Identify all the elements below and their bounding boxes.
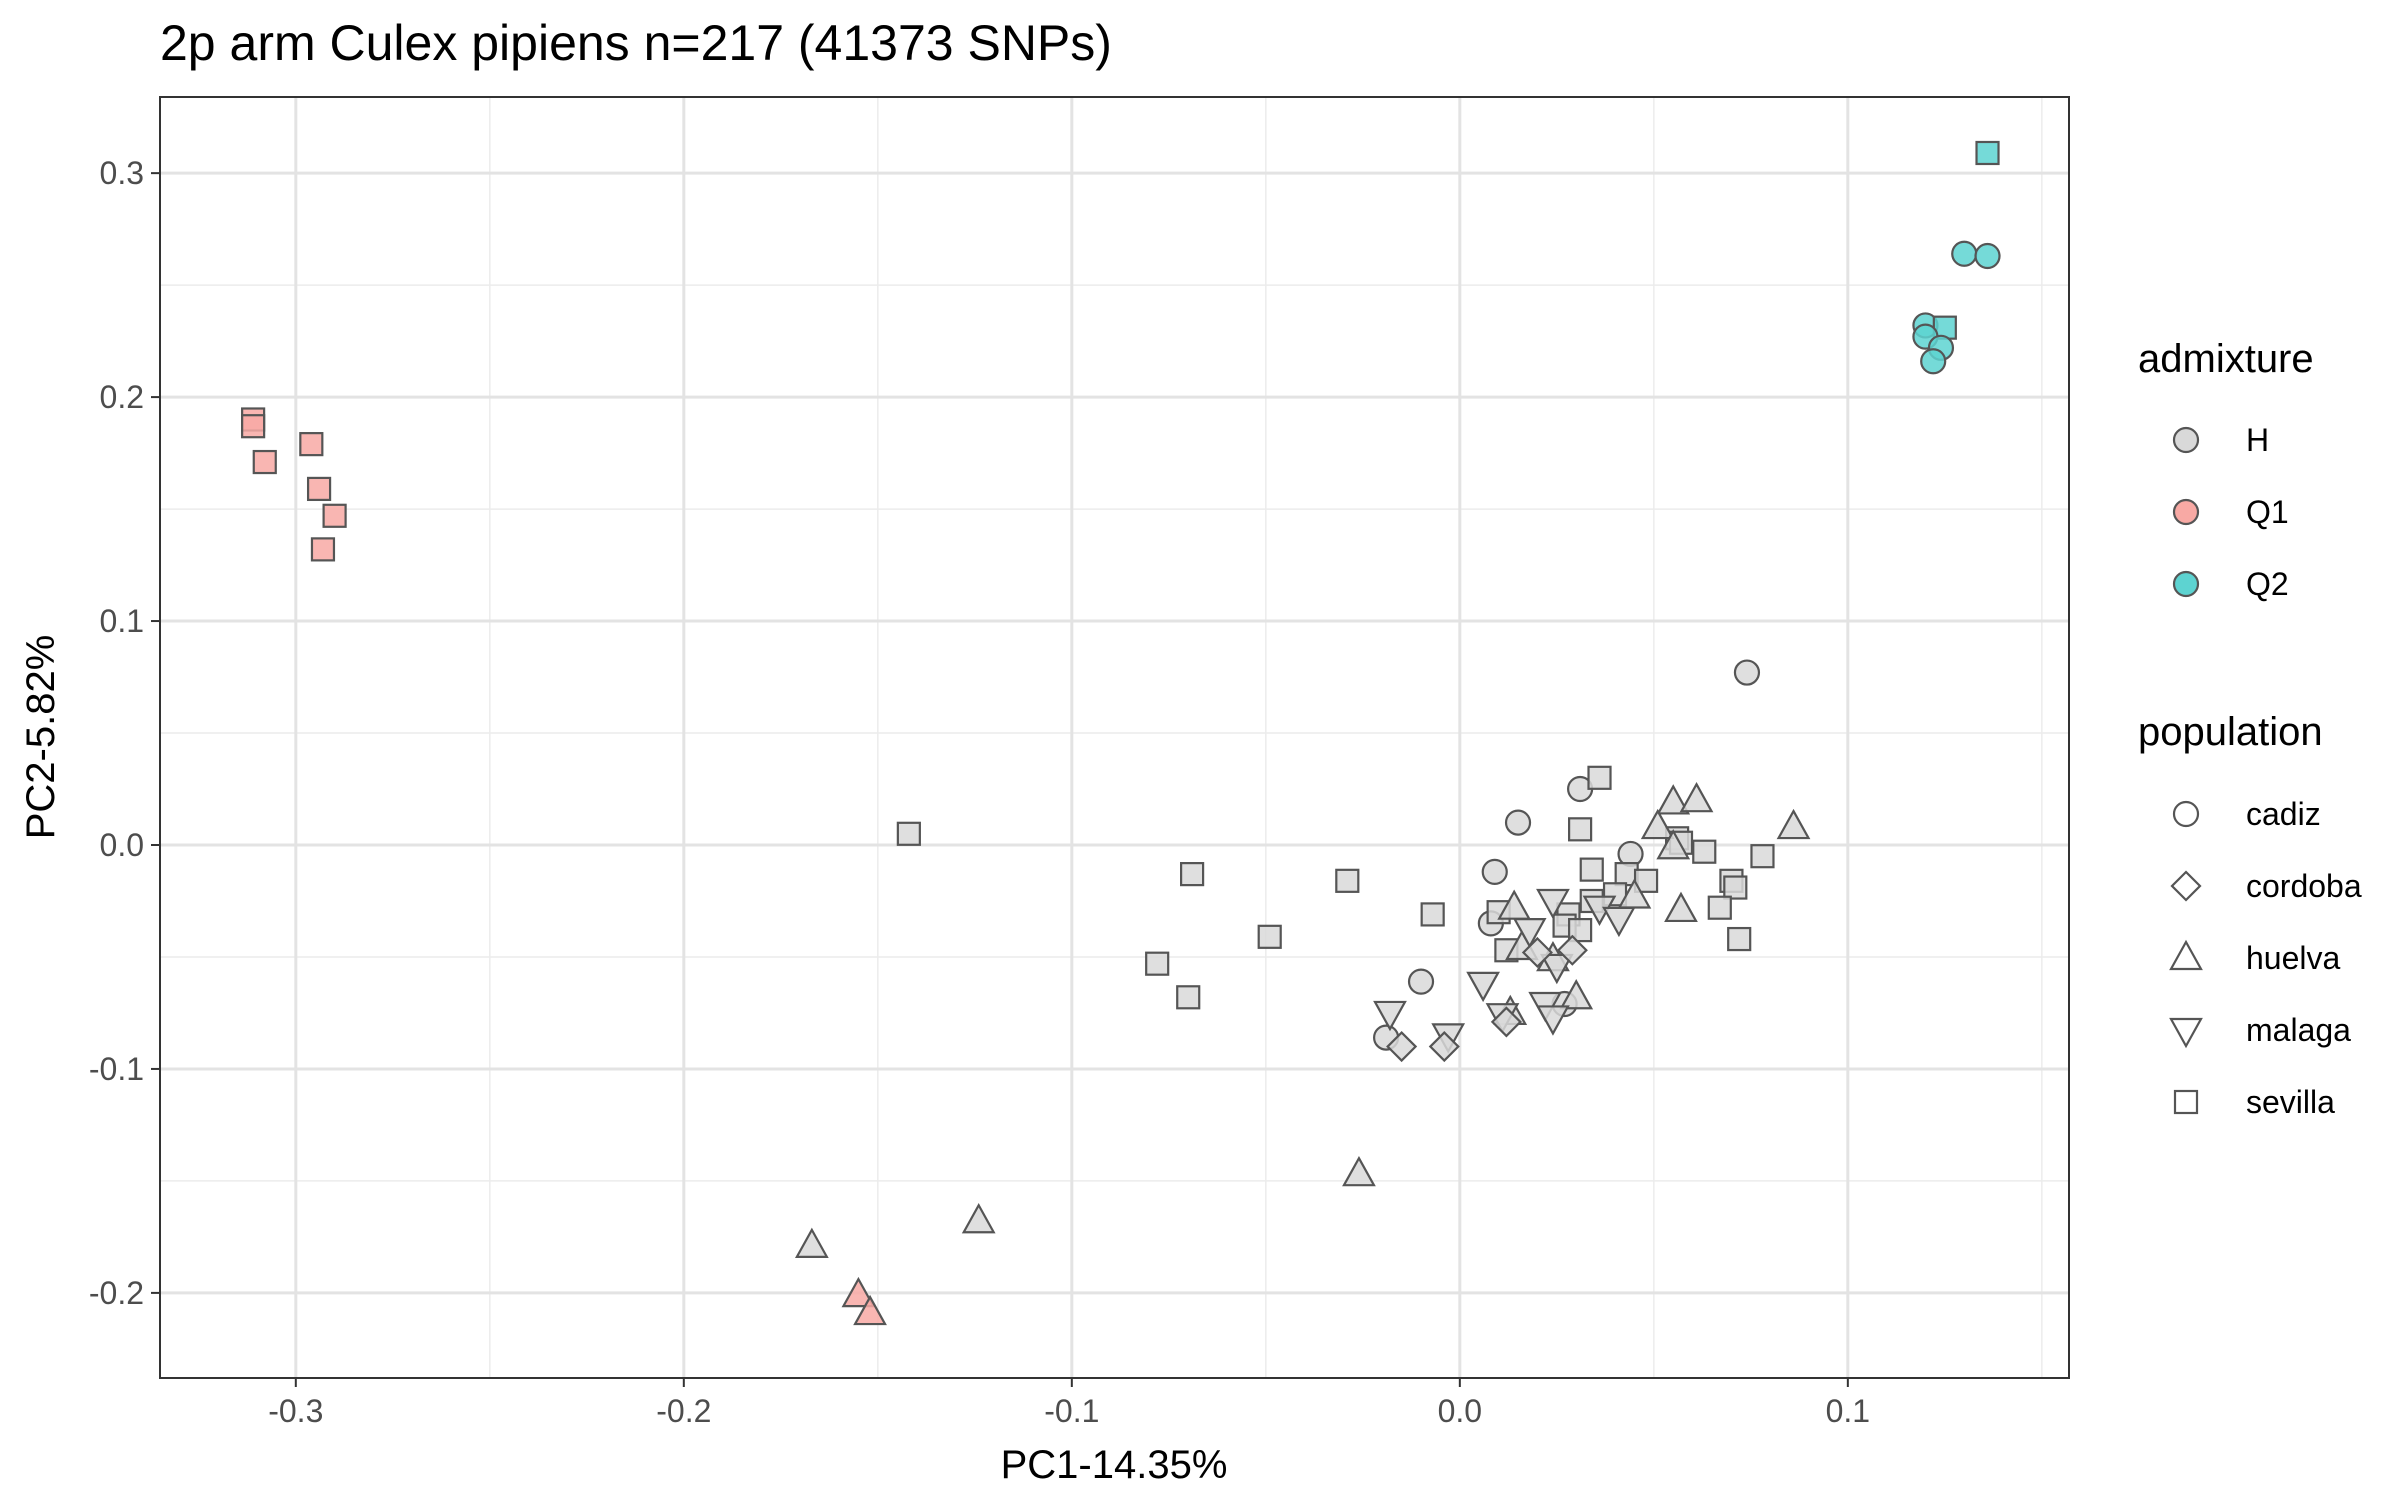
data-point-sevilla-q1 [306,476,332,502]
chart-title: 2p arm Culex pipiens n=217 (41373 SNPs) [160,15,1112,71]
data-point-huelva-h [1664,891,1698,923]
x-axis-ticks: -0.3 -0.2 -0.1 0.0 0.1 [268,1378,1870,1429]
data-point-malaga-h [1512,917,1547,949]
grid-major [160,97,2069,1378]
legend-population-label: malaga [2246,1012,2351,1048]
data-point-huelva-h [1640,808,1675,840]
plot-border [159,96,2070,1379]
y-axis-ticks: -0.2 -0.1 0.0 0.1 0.2 0.3 [89,155,160,1311]
data-point-sevilla-q1 [252,449,277,475]
data-point-sevilla-h [1587,765,1612,790]
data-point-cordoba-h [1556,934,1588,966]
y-tick-label: -0.1 [89,1051,144,1087]
data-point-sevilla-h [1335,868,1360,893]
legend-admixture-title: admixture [2138,337,2314,381]
data-point-huelva-h [794,1227,829,1258]
y-tick-label: -0.2 [89,1275,144,1311]
data-point-sevilla-h [1707,895,1732,920]
data-point-cordoba-h [1490,1006,1522,1038]
data-point-sevilla-q1 [322,503,347,528]
legend-population-label: cordoba [2246,868,2362,904]
legend-admixture-label: H [2246,422,2269,458]
legend-admixture-label: Q1 [2246,494,2289,530]
y-tick-label: 0.3 [100,155,144,191]
legend-population-key-malaga [2169,1017,2203,1049]
data-point-huelva-q1 [853,1294,887,1326]
y-tick-label: 0.1 [100,603,144,639]
data-point-cadiz-h [1733,659,1761,686]
data-point-sevilla-h [1568,917,1593,943]
data-point-cadiz-h [1481,858,1508,885]
legend-population-key-sevilla [2173,1089,2199,1115]
data-point-sevilla-h [1692,839,1717,864]
legend-population-key-cadiz [2172,800,2200,828]
legend-population-title: population [2138,710,2323,754]
data-point-cordoba-h [1386,1030,1418,1063]
legend-admixture: admixture H Q1 Q2 [2138,337,2314,602]
legend-population: population cadiz cordoba huelva malaga sevil… [2138,710,2362,1120]
data-point-sevilla-h [1420,902,1445,927]
data-point-sevilla-h [1750,844,1775,869]
plot-background [160,97,2069,1378]
data-points [241,140,2001,1326]
data-point-huelva-h [1559,979,1594,1010]
data-point-sevilla-h [1727,926,1752,952]
data-point-cadiz-h [1504,809,1532,836]
data-point-cordoba-h [1521,936,1553,969]
legend-admixture-key-q1 [2172,498,2200,526]
data-point-huelva-h [1342,1155,1376,1187]
data-point-malaga-h [1466,971,1500,1003]
data-point-sevilla-q1 [299,432,324,457]
data-point-cadiz-q2 [1951,240,1978,267]
data-point-sevilla-q1 [241,414,266,439]
legend-population-key-huelva [2169,939,2203,971]
data-point-sevilla-h [1723,875,1748,900]
data-point-malaga-h [1536,888,1570,920]
data-point-sevilla-h [1145,951,1170,976]
y-tick-label: 0.0 [100,827,144,863]
data-point-malaga-h [1602,906,1636,938]
data-point-sevilla-h [1579,857,1604,882]
data-point-sevilla-q2 [1975,140,2000,166]
y-tick-label: 0.2 [100,379,144,415]
data-point-huelva-q1 [841,1276,876,1308]
legend-admixture-key-q2 [2172,570,2200,598]
x-tick-label: -0.3 [268,1393,323,1429]
data-point-sevilla-h [1568,817,1593,842]
x-tick-label: 0.1 [1826,1393,1870,1429]
x-axis-title: PC1-14.35% [1001,1443,1228,1487]
x-tick-label: -0.2 [656,1393,711,1429]
data-point-huelva-h [1656,828,1691,860]
data-point-sevilla-h [1257,924,1282,949]
data-point-cadiz-h [1407,968,1435,995]
y-axis-title: PC2-5.82% [19,635,63,840]
data-point-huelva-h [1679,781,1714,813]
x-tick-label: 0.0 [1438,1393,1482,1429]
data-point-cadiz-q2 [1974,242,2001,270]
data-point-cordoba-h [1428,1030,1460,1063]
data-point-malaga-h [1536,1005,1570,1036]
data-point-cadiz-q2 [1920,348,1947,375]
legend-admixture-key-h [2172,426,2200,454]
legend-population-label: sevilla [2246,1084,2335,1120]
data-point-huelva-h [1776,808,1811,840]
legend-admixture-label: Q2 [2246,566,2289,602]
data-point-huelva-h [961,1202,996,1234]
legend-population-label: huelva [2246,940,2341,976]
data-point-sevilla-h [896,821,921,846]
data-point-sevilla-h [1180,862,1205,887]
data-point-sevilla-h [1176,985,1201,1010]
data-point-malaga-h [1539,953,1574,985]
data-point-huelva-h [1656,784,1691,815]
data-point-sevilla-q1 [310,537,336,562]
data-point-malaga-h [1373,1000,1407,1032]
x-tick-label: -0.1 [1044,1393,1099,1429]
legend-population-label: cadiz [2246,796,2321,832]
legend-population-key-cordoba [2170,870,2202,902]
grid-minor [160,97,2069,1378]
